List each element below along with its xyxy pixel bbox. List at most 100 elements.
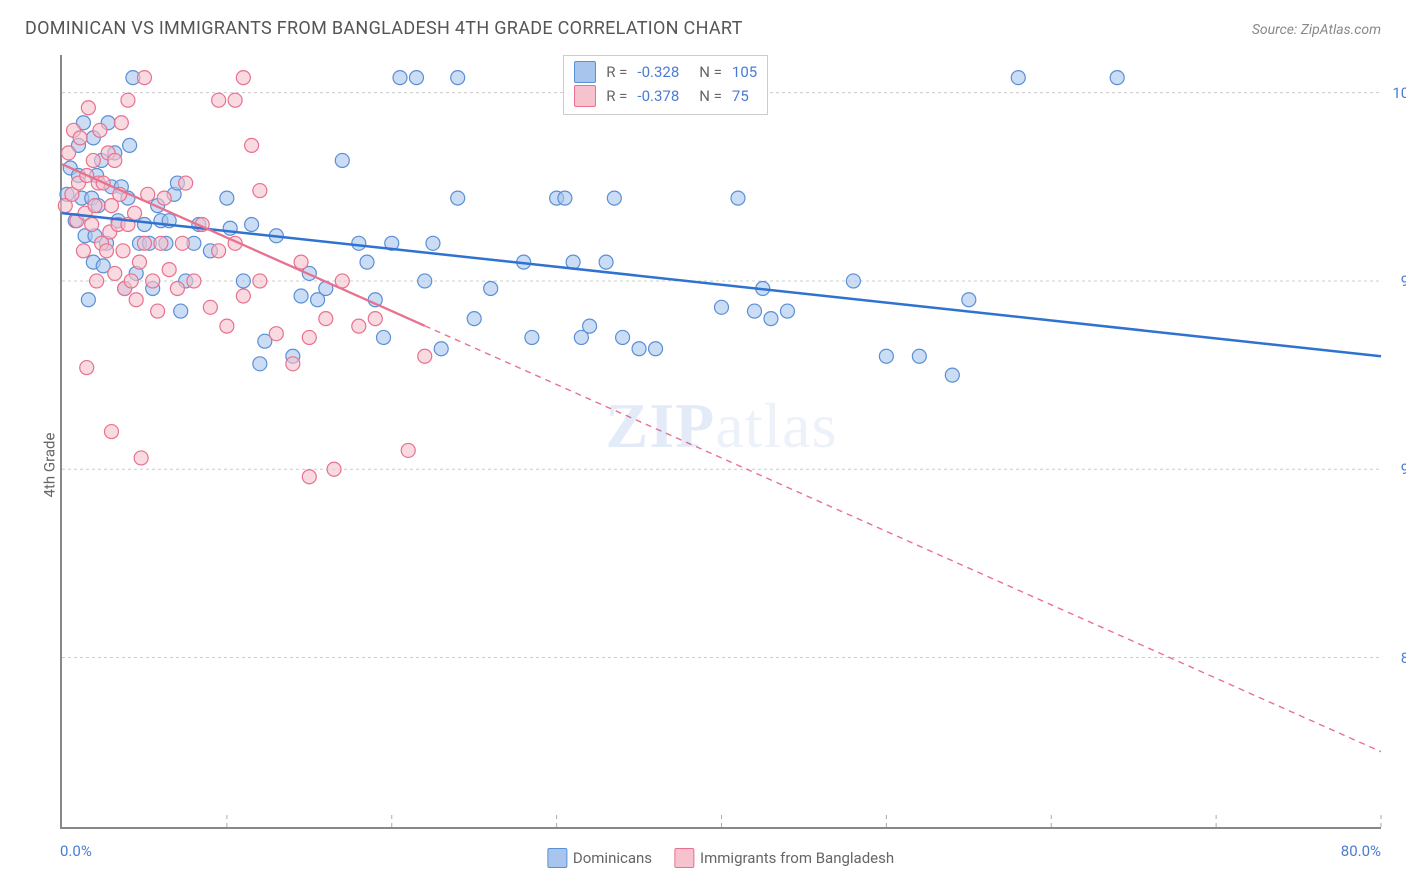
scatter-point-bangladesh bbox=[286, 357, 300, 371]
scatter-point-bangladesh bbox=[236, 289, 250, 303]
scatter-point-dominicans bbox=[731, 191, 745, 205]
r-value: -0.328 bbox=[637, 60, 679, 84]
correlation-legend-row: R = -0.378N = 75 bbox=[574, 84, 757, 108]
scatter-point-bangladesh bbox=[90, 274, 104, 288]
n-value: 75 bbox=[732, 84, 749, 108]
scatter-point-dominicans bbox=[451, 71, 465, 85]
scatter-point-bangladesh bbox=[302, 330, 316, 344]
scatter-point-bangladesh bbox=[151, 304, 165, 318]
scatter-point-bangladesh bbox=[212, 244, 226, 258]
scatter-point-bangladesh bbox=[132, 255, 146, 269]
scatter-point-bangladesh bbox=[76, 244, 90, 258]
scatter-point-bangladesh bbox=[129, 293, 143, 307]
x-tick-min: 0.0% bbox=[60, 842, 92, 860]
scatter-point-bangladesh bbox=[108, 266, 122, 280]
scatter-point-bangladesh bbox=[352, 319, 366, 333]
scatter-point-dominicans bbox=[846, 274, 860, 288]
scatter-point-bangladesh bbox=[100, 244, 114, 258]
scatter-point-dominicans bbox=[764, 312, 778, 326]
r-label: R = bbox=[606, 60, 627, 84]
scatter-point-dominicans bbox=[451, 191, 465, 205]
scatter-point-dominicans bbox=[715, 300, 729, 314]
scatter-point-dominicans bbox=[484, 281, 498, 295]
scatter-point-dominicans bbox=[377, 330, 391, 344]
y-tick-label: 95.0% bbox=[1401, 272, 1406, 290]
scatter-point-dominicans bbox=[599, 255, 613, 269]
scatter-point-bangladesh bbox=[294, 255, 308, 269]
scatter-point-dominicans bbox=[137, 217, 151, 231]
legend-swatch-icon bbox=[674, 848, 694, 868]
scatter-point-dominicans bbox=[426, 236, 440, 250]
chart-container: 4th Grade ZIPatlas R = -0.328N = 105R = … bbox=[25, 55, 1381, 874]
y-tick-label: 100.0% bbox=[1392, 84, 1406, 102]
legend-label: Dominicans bbox=[573, 849, 652, 867]
plot-area: ZIPatlas R = -0.328N = 105R = -0.378N = … bbox=[60, 55, 1381, 829]
y-tick-label: 90.0% bbox=[1401, 460, 1406, 478]
scatter-point-bangladesh bbox=[220, 319, 234, 333]
scatter-point-bangladesh bbox=[137, 71, 151, 85]
scatter-point-bangladesh bbox=[162, 263, 176, 277]
scatter-point-dominicans bbox=[123, 138, 137, 152]
scatter-point-dominicans bbox=[632, 342, 646, 356]
y-tick-label: 85.0% bbox=[1401, 649, 1406, 667]
scatter-point-bangladesh bbox=[170, 281, 184, 295]
scatter-point-bangladesh bbox=[253, 274, 267, 288]
scatter-point-bangladesh bbox=[108, 153, 122, 167]
scatter-point-dominicans bbox=[393, 71, 407, 85]
scatter-point-bangladesh bbox=[187, 274, 201, 288]
scatter-point-bangladesh bbox=[114, 116, 128, 130]
scatter-point-dominicans bbox=[174, 304, 188, 318]
n-label: N = bbox=[699, 84, 722, 108]
scatter-point-bangladesh bbox=[134, 451, 148, 465]
scatter-point-bangladesh bbox=[137, 236, 151, 250]
scatter-point-dominicans bbox=[467, 312, 481, 326]
scatter-point-bangladesh bbox=[80, 361, 94, 375]
scatter-point-dominicans bbox=[1011, 71, 1025, 85]
scatter-point-dominicans bbox=[558, 191, 572, 205]
scatter-point-bangladesh bbox=[85, 217, 99, 231]
legend-item-dominicans: Dominicans bbox=[547, 848, 652, 868]
legend-swatch-icon bbox=[574, 85, 596, 107]
scatter-point-bangladesh bbox=[175, 236, 189, 250]
scatter-point-dominicans bbox=[1110, 71, 1124, 85]
plot-svg bbox=[62, 55, 1381, 827]
scatter-point-dominicans bbox=[253, 357, 267, 371]
r-value: -0.378 bbox=[637, 84, 679, 108]
legend-label: Immigrants from Bangladesh bbox=[700, 849, 894, 867]
legend-swatch-icon bbox=[547, 848, 567, 868]
scatter-point-bangladesh bbox=[157, 191, 171, 205]
scatter-point-dominicans bbox=[616, 330, 630, 344]
scatter-point-dominicans bbox=[747, 304, 761, 318]
correlation-legend: R = -0.328N = 105R = -0.378 N = 75 bbox=[563, 55, 768, 115]
scatter-point-dominicans bbox=[434, 342, 448, 356]
scatter-point-bangladesh bbox=[253, 184, 267, 198]
scatter-point-bangladesh bbox=[179, 176, 193, 190]
series-legend: Dominicans Immigrants from Bangladesh bbox=[547, 848, 894, 868]
regression-line-dashed-bangladesh bbox=[425, 326, 1381, 752]
legend-item-bangladesh: Immigrants from Bangladesh bbox=[674, 848, 894, 868]
scatter-point-bangladesh bbox=[128, 206, 142, 220]
chart-title: DOMINICAN VS IMMIGRANTS FROM BANGLADESH … bbox=[25, 18, 743, 39]
scatter-point-bangladesh bbox=[121, 93, 135, 107]
scatter-point-dominicans bbox=[583, 319, 597, 333]
scatter-point-dominicans bbox=[649, 342, 663, 356]
x-axis-row: 0.0% 80.0% DominicansImmigrants from Ban… bbox=[60, 834, 1381, 874]
scatter-point-dominicans bbox=[780, 304, 794, 318]
scatter-point-bangladesh bbox=[203, 300, 217, 314]
y-axis-label: 4th Grade bbox=[40, 432, 58, 497]
scatter-point-dominicans bbox=[962, 293, 976, 307]
scatter-point-bangladesh bbox=[124, 274, 138, 288]
correlation-legend-row: R = -0.328N = 105 bbox=[574, 60, 757, 84]
scatter-point-bangladesh bbox=[146, 274, 160, 288]
scatter-point-bangladesh bbox=[154, 236, 168, 250]
scatter-point-dominicans bbox=[294, 289, 308, 303]
n-value: 105 bbox=[732, 60, 757, 84]
scatter-point-bangladesh bbox=[116, 244, 130, 258]
scatter-point-bangladesh bbox=[269, 327, 283, 341]
scatter-point-dominicans bbox=[945, 368, 959, 382]
scatter-point-bangladesh bbox=[302, 470, 316, 484]
scatter-point-dominicans bbox=[418, 274, 432, 288]
scatter-point-bangladesh bbox=[401, 443, 415, 457]
scatter-point-bangladesh bbox=[73, 131, 87, 145]
scatter-point-bangladesh bbox=[327, 462, 341, 476]
